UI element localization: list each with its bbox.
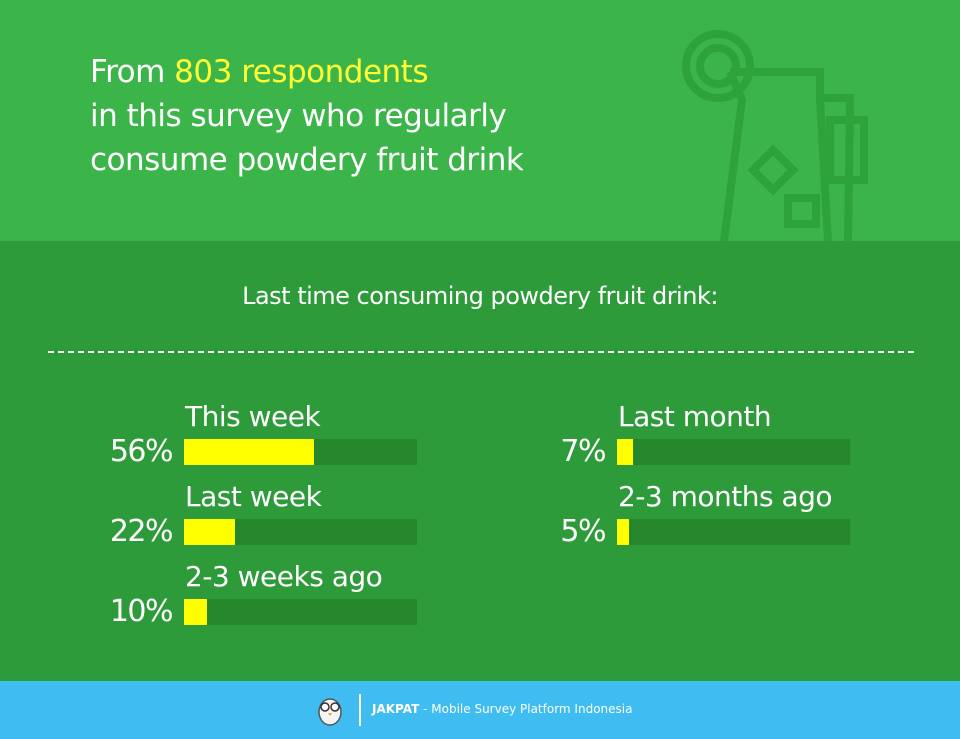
value-label: 10% [109,594,174,629]
bar [184,519,236,545]
value-label: 5% [560,514,606,549]
header-band: From 803 respondents in this survey who … [0,0,960,241]
bar [184,439,315,465]
footer: JAKPAT - Mobile Survey Platform Indonesi… [0,681,960,739]
brand: JAKPAT [372,702,420,716]
value-label: 7% [560,434,606,469]
bar [184,599,208,625]
pitcher-icon [682,30,868,241]
owl-logo [318,698,342,726]
value-label: 56% [109,434,174,469]
category-label: 2-3 weeks ago [185,560,383,593]
tagline: - Mobile Survey Platform Indonesia [423,702,633,716]
category-label: 2-3 months ago [618,480,833,513]
title: From 803 respondents in this survey who … [90,50,524,182]
title-highlight: 803 respondents [174,54,428,90]
bar [617,519,629,545]
title-line: consume powdery fruit drink [90,142,524,178]
bar-track [184,439,417,465]
category-label: This week [185,400,321,433]
bar-track [617,519,850,545]
bar-track [617,439,850,465]
category-label: Last month [618,400,772,433]
value-label: 22% [109,514,174,549]
title-lead: From [90,54,165,90]
footer-separator [359,694,361,726]
footer-text: JAKPAT - Mobile Survey Platform Indonesi… [372,702,632,716]
divider [48,351,914,353]
bar-track [184,519,417,545]
chart-title: Last time consuming powdery fruit drink: [242,282,718,310]
bar-track [184,599,417,625]
bar [617,439,634,465]
title-line: in this survey who regularly [90,98,507,134]
category-label: Last week [185,480,322,513]
